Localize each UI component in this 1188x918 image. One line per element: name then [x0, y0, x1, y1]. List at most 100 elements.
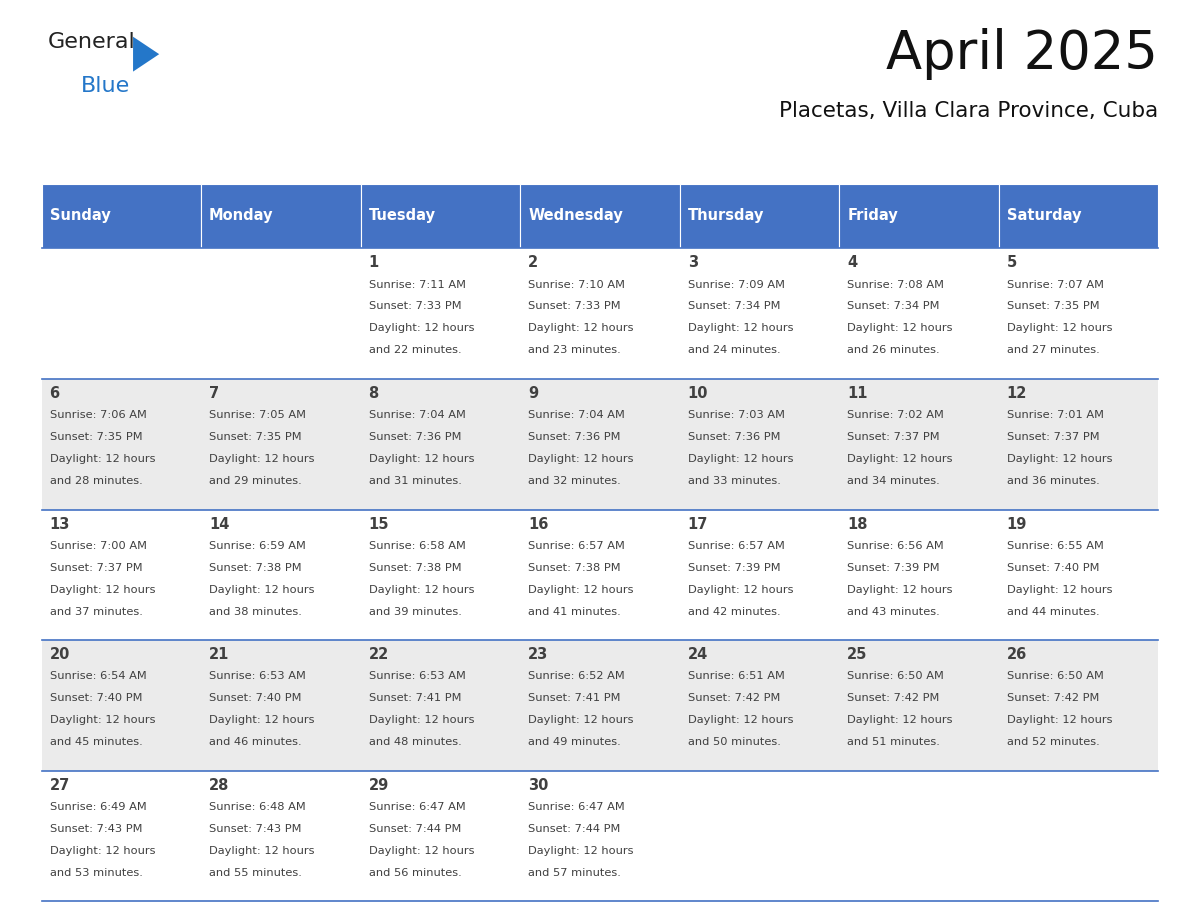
Text: 16: 16	[529, 517, 549, 532]
Text: Daylight: 12 hours: Daylight: 12 hours	[847, 454, 953, 465]
Text: Sunrise: 6:51 AM: Sunrise: 6:51 AM	[688, 671, 784, 681]
Bar	[42, 184, 201, 248]
Text: and 32 minutes.: and 32 minutes.	[529, 476, 621, 486]
Text: and 22 minutes.: and 22 minutes.	[368, 345, 461, 355]
Text: Sunset: 7:40 PM: Sunset: 7:40 PM	[1006, 563, 1099, 573]
Text: and 45 minutes.: and 45 minutes.	[50, 737, 143, 747]
Bar	[520, 184, 680, 248]
Text: and 23 minutes.: and 23 minutes.	[529, 345, 621, 355]
Text: 20: 20	[50, 647, 70, 663]
Text: Daylight: 12 hours: Daylight: 12 hours	[847, 323, 953, 333]
Bar	[42, 509, 1158, 640]
Text: and 24 minutes.: and 24 minutes.	[688, 345, 781, 355]
Text: Daylight: 12 hours: Daylight: 12 hours	[1006, 715, 1112, 725]
Text: Sunrise: 7:04 AM: Sunrise: 7:04 AM	[529, 410, 625, 420]
Text: Daylight: 12 hours: Daylight: 12 hours	[368, 715, 474, 725]
Text: Placetas, Villa Clara Province, Cuba: Placetas, Villa Clara Province, Cuba	[779, 101, 1158, 121]
Text: Sunrise: 7:10 AM: Sunrise: 7:10 AM	[529, 280, 625, 289]
Text: and 51 minutes.: and 51 minutes.	[847, 737, 940, 747]
Text: 3: 3	[688, 255, 697, 271]
Text: and 28 minutes.: and 28 minutes.	[50, 476, 143, 486]
Text: Sunset: 7:33 PM: Sunset: 7:33 PM	[529, 301, 621, 311]
Text: 24: 24	[688, 647, 708, 663]
Text: Sunrise: 6:50 AM: Sunrise: 6:50 AM	[847, 671, 944, 681]
Text: Sunset: 7:44 PM: Sunset: 7:44 PM	[368, 824, 461, 834]
Text: Daylight: 12 hours: Daylight: 12 hours	[1006, 454, 1112, 465]
Text: 10: 10	[688, 386, 708, 401]
Text: Sunrise: 6:55 AM: Sunrise: 6:55 AM	[1006, 541, 1104, 551]
Text: and 38 minutes.: and 38 minutes.	[209, 607, 302, 617]
Text: Sunset: 7:42 PM: Sunset: 7:42 PM	[847, 693, 940, 703]
Text: Friday: Friday	[847, 208, 898, 223]
Text: Daylight: 12 hours: Daylight: 12 hours	[209, 585, 315, 595]
Text: Sunrise: 7:04 AM: Sunrise: 7:04 AM	[368, 410, 466, 420]
Text: Sunrise: 6:47 AM: Sunrise: 6:47 AM	[368, 802, 466, 812]
Text: Sunrise: 7:09 AM: Sunrise: 7:09 AM	[688, 280, 785, 289]
Text: Daylight: 12 hours: Daylight: 12 hours	[1006, 585, 1112, 595]
Text: Daylight: 12 hours: Daylight: 12 hours	[209, 846, 315, 856]
Text: Sunrise: 6:54 AM: Sunrise: 6:54 AM	[50, 671, 146, 681]
Text: Sunset: 7:42 PM: Sunset: 7:42 PM	[688, 693, 781, 703]
Text: 17: 17	[688, 517, 708, 532]
Text: Sunrise: 6:57 AM: Sunrise: 6:57 AM	[529, 541, 625, 551]
Text: and 52 minutes.: and 52 minutes.	[1006, 737, 1100, 747]
Text: Sunset: 7:37 PM: Sunset: 7:37 PM	[847, 432, 940, 442]
Text: Sunrise: 7:03 AM: Sunrise: 7:03 AM	[688, 410, 785, 420]
Text: Sunrise: 7:01 AM: Sunrise: 7:01 AM	[1006, 410, 1104, 420]
Text: Daylight: 12 hours: Daylight: 12 hours	[688, 715, 794, 725]
Text: Daylight: 12 hours: Daylight: 12 hours	[847, 585, 953, 595]
Text: Sunset: 7:41 PM: Sunset: 7:41 PM	[368, 693, 461, 703]
Text: Daylight: 12 hours: Daylight: 12 hours	[529, 715, 633, 725]
Text: Sunset: 7:38 PM: Sunset: 7:38 PM	[368, 563, 461, 573]
Text: 21: 21	[209, 647, 229, 663]
Bar	[42, 248, 1158, 379]
Text: 26: 26	[1006, 647, 1026, 663]
Text: Sunset: 7:34 PM: Sunset: 7:34 PM	[847, 301, 940, 311]
Text: and 34 minutes.: and 34 minutes.	[847, 476, 940, 486]
Text: Sunset: 7:38 PM: Sunset: 7:38 PM	[209, 563, 302, 573]
Text: Sunrise: 7:06 AM: Sunrise: 7:06 AM	[50, 410, 146, 420]
Text: 27: 27	[50, 778, 70, 793]
Text: Sunset: 7:43 PM: Sunset: 7:43 PM	[50, 824, 143, 834]
Text: Sunset: 7:37 PM: Sunset: 7:37 PM	[1006, 432, 1099, 442]
Text: Daylight: 12 hours: Daylight: 12 hours	[529, 454, 633, 465]
Text: and 42 minutes.: and 42 minutes.	[688, 607, 781, 617]
Bar	[42, 771, 1158, 901]
Text: Daylight: 12 hours: Daylight: 12 hours	[688, 454, 794, 465]
Text: Daylight: 12 hours: Daylight: 12 hours	[50, 454, 156, 465]
Text: Sunday: Sunday	[50, 208, 110, 223]
Text: and 43 minutes.: and 43 minutes.	[847, 607, 940, 617]
Text: Sunset: 7:37 PM: Sunset: 7:37 PM	[50, 563, 143, 573]
Text: and 39 minutes.: and 39 minutes.	[368, 607, 461, 617]
Text: Daylight: 12 hours: Daylight: 12 hours	[50, 715, 156, 725]
Text: 22: 22	[368, 647, 388, 663]
Bar	[201, 184, 361, 248]
Text: Sunset: 7:42 PM: Sunset: 7:42 PM	[1006, 693, 1099, 703]
Text: 4: 4	[847, 255, 858, 271]
Text: and 50 minutes.: and 50 minutes.	[688, 737, 781, 747]
Text: Sunrise: 7:05 AM: Sunrise: 7:05 AM	[209, 410, 307, 420]
Text: Sunset: 7:36 PM: Sunset: 7:36 PM	[688, 432, 781, 442]
Text: Daylight: 12 hours: Daylight: 12 hours	[1006, 323, 1112, 333]
Text: and 56 minutes.: and 56 minutes.	[368, 868, 461, 878]
Text: Sunset: 7:38 PM: Sunset: 7:38 PM	[529, 563, 621, 573]
Text: and 55 minutes.: and 55 minutes.	[209, 868, 302, 878]
Text: Sunrise: 6:50 AM: Sunrise: 6:50 AM	[1006, 671, 1104, 681]
Text: Daylight: 12 hours: Daylight: 12 hours	[368, 585, 474, 595]
Text: 29: 29	[368, 778, 388, 793]
Text: Daylight: 12 hours: Daylight: 12 hours	[529, 846, 633, 856]
Bar	[680, 184, 839, 248]
Text: 7: 7	[209, 386, 220, 401]
Text: Sunrise: 6:58 AM: Sunrise: 6:58 AM	[368, 541, 466, 551]
Text: Sunset: 7:35 PM: Sunset: 7:35 PM	[1006, 301, 1099, 311]
Text: Daylight: 12 hours: Daylight: 12 hours	[368, 454, 474, 465]
Bar	[839, 184, 999, 248]
Text: 1: 1	[368, 255, 379, 271]
Text: Sunrise: 7:11 AM: Sunrise: 7:11 AM	[368, 280, 466, 289]
Text: Sunrise: 6:47 AM: Sunrise: 6:47 AM	[529, 802, 625, 812]
Text: 6: 6	[50, 386, 59, 401]
Text: Daylight: 12 hours: Daylight: 12 hours	[50, 585, 156, 595]
Text: and 49 minutes.: and 49 minutes.	[529, 737, 621, 747]
Text: Sunrise: 6:59 AM: Sunrise: 6:59 AM	[209, 541, 307, 551]
Text: Sunrise: 6:52 AM: Sunrise: 6:52 AM	[529, 671, 625, 681]
